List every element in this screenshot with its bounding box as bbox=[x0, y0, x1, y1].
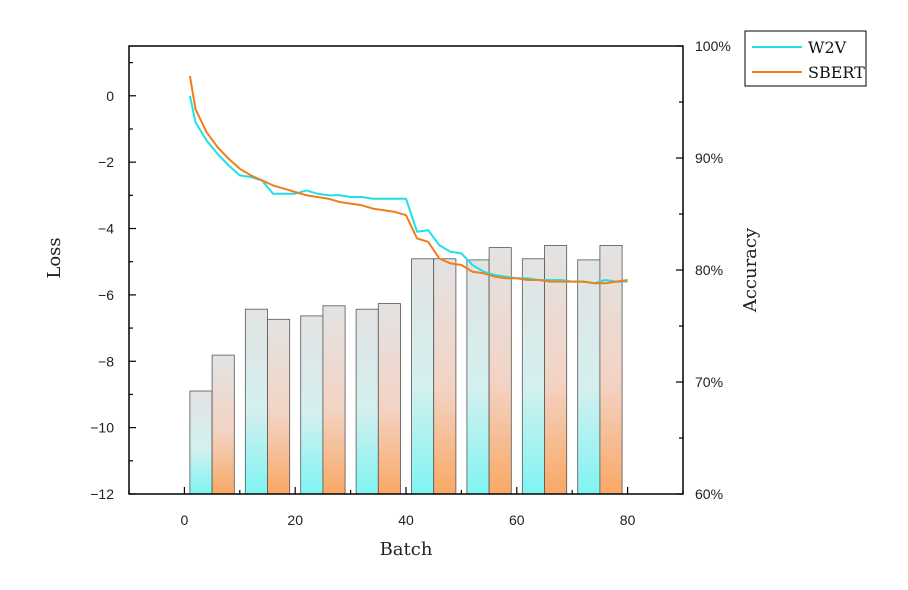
y-axis-right-title: Accuracy bbox=[740, 227, 761, 313]
y-left-tick-label--6: −6 bbox=[98, 287, 114, 303]
y-right-tick-label-80: 80% bbox=[695, 262, 723, 278]
bar-w2v-2 bbox=[244, 308, 268, 494]
bar-sbert-3 bbox=[267, 318, 291, 494]
x-tick-label-20: 20 bbox=[287, 512, 303, 528]
x-axis-title: Batch bbox=[380, 539, 433, 560]
legend-box bbox=[744, 30, 867, 87]
bar-sbert-5 bbox=[322, 305, 346, 494]
y-right-tick-label-70: 70% bbox=[695, 374, 723, 390]
y-left-tick-label--10: −10 bbox=[90, 420, 114, 436]
x-tick-label-0: 0 bbox=[181, 512, 189, 528]
bar-w2v-8 bbox=[411, 258, 435, 494]
bars-layer bbox=[189, 244, 623, 494]
legend: W2V SBERT bbox=[744, 30, 867, 87]
line-sbert bbox=[188, 75, 628, 285]
bar-sbert-13 bbox=[544, 244, 568, 494]
bar-sbert-15 bbox=[599, 244, 623, 494]
legend-label-sbert: SBERT bbox=[808, 63, 865, 82]
bar-w2v-6 bbox=[355, 308, 379, 494]
x-tick-label-80: 80 bbox=[620, 512, 636, 528]
bar-w2v-10 bbox=[466, 259, 490, 494]
y-left-tick-label--2: −2 bbox=[98, 154, 114, 170]
bar-sbert-1 bbox=[211, 354, 235, 494]
bar-sbert-7 bbox=[377, 303, 401, 494]
bar-w2v-0 bbox=[189, 390, 213, 494]
bar-w2v-14 bbox=[577, 259, 601, 494]
legend-label-w2v: W2V bbox=[808, 38, 847, 57]
x-tick-label-60: 60 bbox=[509, 512, 525, 528]
y-axis-left-title: Loss bbox=[44, 237, 65, 278]
y-left-tick-label--8: −8 bbox=[98, 353, 114, 369]
lines-layer bbox=[188, 75, 628, 285]
x-tick-label-40: 40 bbox=[398, 512, 414, 528]
bar-w2v-12 bbox=[521, 258, 545, 494]
bar-sbert-9 bbox=[433, 258, 457, 494]
y-right-tick-label-100: 100% bbox=[695, 38, 731, 54]
y-left-tick-label--4: −4 bbox=[98, 221, 114, 237]
y-left-tick-label--12: −12 bbox=[90, 486, 114, 502]
y-left-tick-label-0: 0 bbox=[106, 88, 114, 104]
y-right-tick-label-90: 90% bbox=[695, 150, 723, 166]
bar-sbert-11 bbox=[488, 247, 512, 494]
y-right-tick-label-60: 60% bbox=[695, 486, 723, 502]
bar-w2v-4 bbox=[300, 315, 324, 494]
axes-layer: 0 20 40 60 80 0 −2 −4 −6 −8 −10 −12 60% 70% 80% 90% 100% bbox=[90, 38, 731, 528]
